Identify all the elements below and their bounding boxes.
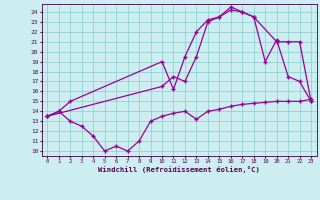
X-axis label: Windchill (Refroidissement éolien,°C): Windchill (Refroidissement éolien,°C) [98, 166, 260, 173]
